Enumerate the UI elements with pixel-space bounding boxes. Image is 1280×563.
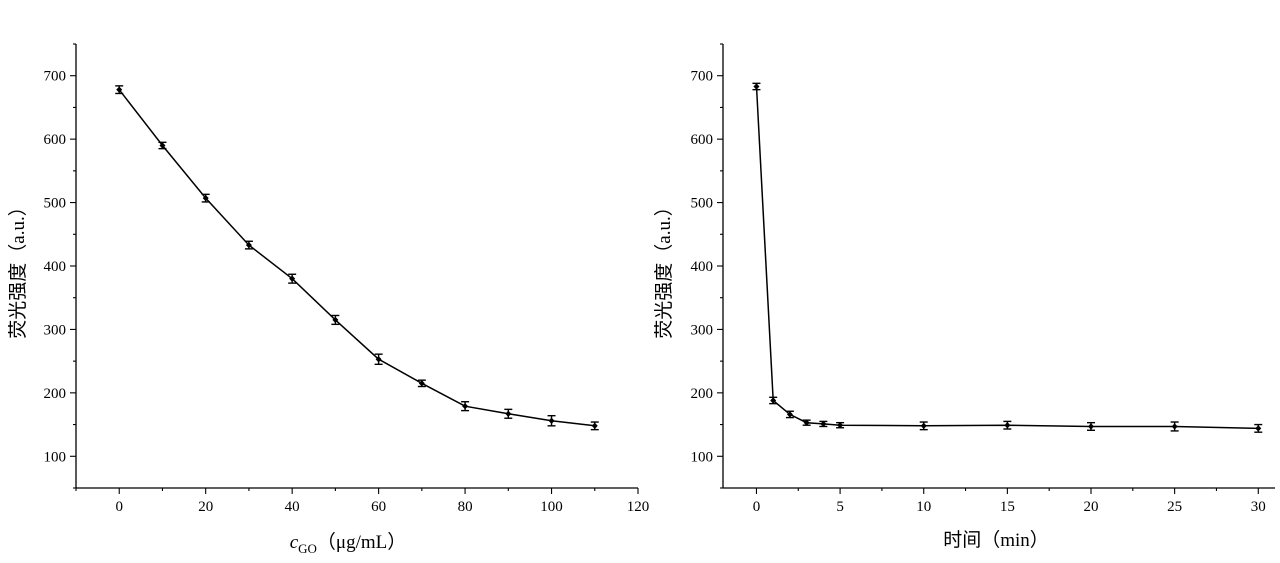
left-x-tick-label: 100	[540, 499, 563, 515]
right-x-tick-label: 0	[753, 499, 761, 515]
left-data-point	[289, 275, 296, 282]
left-data-point	[332, 316, 339, 324]
left-data-point	[245, 241, 252, 249]
left-data-point	[418, 380, 425, 387]
left-data-point	[375, 356, 382, 363]
left-data-point	[505, 410, 512, 417]
right-data-point	[820, 420, 827, 428]
left-data-point	[591, 422, 598, 430]
right-y-tick-label: 200	[691, 386, 714, 402]
right-data-point	[1255, 425, 1262, 432]
left-y-tick-label: 600	[44, 132, 67, 148]
left-data-point	[202, 194, 209, 202]
right-data-point	[920, 422, 927, 430]
right-x-axis-title: 时间（min）	[943, 529, 1049, 551]
left-y-tick-label: 100	[44, 449, 67, 465]
right-data-point	[786, 411, 793, 418]
chart-right: 100 200 300 400 500 600 700 0 5 10 15 20 25 30 时间（min…	[653, 43, 1275, 551]
right-x-tick-label: 25	[1167, 499, 1182, 515]
left-x-tick-label: 20	[198, 499, 213, 515]
right-data-point	[1171, 423, 1178, 430]
chart-left: 100 200 300 400 500 600 700 0 20 40 60 80 100 120 cGO…	[7, 43, 650, 556]
right-y-tick-label: 700	[691, 69, 714, 85]
left-y-tick-label: 700	[44, 69, 67, 85]
left-y-tick-label: 400	[44, 259, 67, 275]
right-y-tick-label: 400	[691, 259, 714, 275]
left-x-tick-label: 120	[627, 499, 650, 515]
left-xlabel-unit: （μg/mL）	[317, 531, 406, 553]
right-y-tick-label: 100	[691, 449, 714, 465]
left-x-tick-label: 60	[371, 499, 386, 515]
left-y-tick-label: 300	[44, 322, 67, 338]
left-x-tick-label: 80	[458, 499, 473, 515]
right-x-tick-label: 10	[916, 499, 931, 515]
right-x-tick-label: 5	[836, 499, 844, 515]
right-data-point	[1004, 422, 1011, 429]
right-series-line	[755, 86, 1259, 430]
left-y-tick-label: 500	[44, 196, 67, 212]
left-series-line	[118, 89, 595, 427]
right-y-axis-title: 荧光强度（a.u.）	[653, 197, 675, 338]
left-x-axis-title: cGO（μg/mL）	[290, 531, 407, 556]
right-data-point	[770, 397, 777, 404]
right-y-tick-label: 300	[691, 322, 714, 338]
right-x-tick-label: 30	[1251, 499, 1266, 515]
right-plot-layer: 100 200 300 400 500 600 700 0 5 10 15 20 25 30	[691, 43, 1275, 515]
left-plot-layer: 100 200 300 400 500 600 700 0 20 40 60 80 100 120	[44, 43, 650, 515]
left-xlabel-var: c	[290, 532, 299, 553]
left-data-point	[116, 86, 123, 93]
right-data-point	[803, 419, 810, 426]
left-y-axis-title: 荧光强度（a.u.）	[7, 197, 29, 338]
left-data-point	[159, 142, 166, 149]
right-x-tick-label: 20	[1084, 499, 1099, 515]
right-y-tick-label: 500	[691, 196, 714, 212]
right-x-tick-label: 15	[1000, 499, 1015, 515]
left-xlabel-sub: GO	[298, 541, 317, 556]
left-data-point	[462, 402, 469, 410]
left-x-tick-label: 40	[285, 499, 300, 515]
left-y-tick-label: 200	[44, 386, 67, 402]
right-data-point	[837, 422, 844, 429]
right-data-point	[1088, 423, 1094, 430]
left-data-point	[548, 417, 555, 424]
right-data-point	[753, 83, 760, 90]
right-y-tick-label: 600	[691, 132, 714, 148]
left-x-tick-label: 0	[115, 499, 123, 515]
